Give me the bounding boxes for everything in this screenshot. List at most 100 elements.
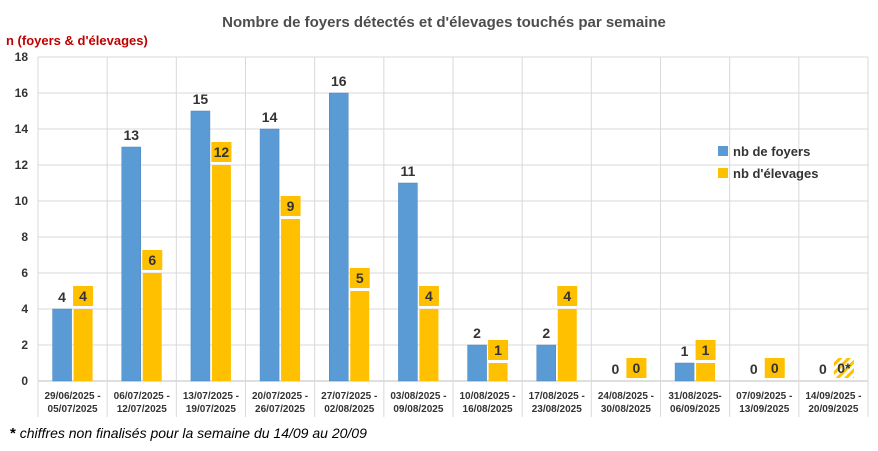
x-tick-label: 23/08/2025 — [532, 404, 582, 415]
x-tick-label: 13/07/2025 - — [183, 391, 239, 402]
data-label-foyers: 13 — [123, 127, 139, 143]
x-tick-label: 20/07/2025 - — [252, 391, 308, 402]
legend-entry: nb d'élevages — [733, 166, 818, 181]
x-tick-label: 24/08/2025 - — [598, 391, 654, 402]
y-tick-label: 10 — [15, 194, 29, 208]
x-tick-label: 03/08/2025 - — [390, 391, 446, 402]
data-label-box-elevages — [73, 286, 94, 306]
data-label-box-elevages — [626, 358, 647, 378]
x-tick-label: 02/08/2025 — [324, 404, 374, 415]
bar-foyers — [52, 308, 72, 382]
data-label-foyers: 0 — [819, 361, 827, 377]
x-tick-label: 09/08/2025 — [393, 404, 443, 415]
bar-elevages — [211, 165, 231, 381]
data-label-foyers: 16 — [331, 73, 347, 89]
bar-elevages — [142, 273, 162, 381]
y-tick-label: 8 — [21, 230, 28, 244]
bar-elevages — [419, 309, 439, 381]
footnote-text: chiffres non finalisés pour la semaine d… — [15, 425, 367, 441]
data-label-elevages: 6 — [148, 252, 156, 268]
data-label-elevages: 4 — [79, 288, 87, 304]
data-label-box-elevages — [211, 142, 232, 162]
footnote: * chiffres non finalisés pour la semaine… — [10, 425, 367, 442]
x-tick-label: 14/09/2025 - — [805, 391, 861, 402]
x-tick-label: 05/07/2025 — [48, 404, 98, 415]
data-label-foyers: 11 — [401, 163, 416, 179]
data-label-box-elevages — [695, 340, 716, 360]
y-tick-label: 6 — [21, 266, 28, 280]
bar-elevages — [696, 363, 716, 381]
data-label-elevages: 1 — [494, 342, 502, 358]
data-label-box-elevages — [418, 286, 439, 306]
bar-foyers — [329, 92, 349, 382]
x-tick-label: 06/09/2025 — [670, 404, 720, 415]
x-tick-label: 07/09/2025 - — [736, 391, 792, 402]
y-tick-label: 14 — [15, 122, 29, 136]
footnote-star: * — [10, 425, 16, 442]
data-label-foyers: 1 — [681, 343, 689, 359]
data-label-elevages: 0 — [771, 360, 779, 376]
legend-entry: nb de foyers — [733, 144, 810, 159]
x-tick-label: 19/07/2025 — [186, 404, 236, 415]
x-tick-label: 17/08/2025 - — [529, 391, 585, 402]
legend-swatch — [718, 168, 728, 178]
bar-elevages — [488, 363, 508, 381]
data-label-box-elevages — [142, 250, 163, 270]
bar-foyers — [121, 146, 141, 382]
bar-foyers — [536, 344, 556, 382]
y-tick-label: 0 — [21, 374, 28, 388]
chart-title: Nombre de foyers détectés et d'élevages … — [222, 14, 666, 31]
x-tick-label: 10/08/2025 - — [459, 391, 515, 402]
data-label-elevages: 9 — [287, 198, 295, 214]
x-tick-label: 16/08/2025 — [463, 404, 513, 415]
x-tick-label: 30/08/2025 — [601, 404, 651, 415]
y-tick-label: 12 — [15, 158, 29, 172]
x-tick-label: 26/07/2025 — [255, 404, 305, 415]
bar-foyers — [259, 128, 280, 382]
bar-elevages — [281, 219, 301, 381]
bar-elevages — [557, 309, 577, 381]
y-tick-label: 18 — [15, 50, 29, 64]
x-axis-ticks: 29/06/2025 - 05/07/2025 06/07/2025 - 12/07/… — [44, 391, 861, 415]
data-label-box-elevages — [557, 286, 578, 306]
data-label-foyers: 0 — [750, 361, 758, 377]
y-axis-ticks: 0 2 4 6 8 10 12 14 16 18 — [15, 50, 29, 388]
legend: nb de foyers nb d'élevages — [718, 144, 818, 181]
data-label-foyers: 0 — [612, 361, 620, 377]
data-label-box-elevages — [833, 358, 854, 378]
data-label-elevages: 1 — [702, 342, 710, 358]
data-label-box-elevages — [488, 340, 509, 360]
bar-foyers — [467, 344, 487, 382]
legend-swatch — [718, 146, 728, 156]
x-tick-label: 20/09/2025 — [808, 404, 858, 415]
data-label-elevages: 0 — [633, 360, 641, 376]
data-label-elevages: 12 — [214, 144, 230, 160]
data-label-elevages: 0* — [837, 360, 851, 376]
y-tick-label: 2 — [21, 338, 28, 352]
data-label-elevages: 5 — [356, 270, 364, 286]
x-tick-label: 13/09/2025 — [739, 404, 789, 415]
data-label-foyers: 4 — [58, 289, 66, 305]
data-label-box-elevages — [349, 268, 370, 288]
y-axis-label: n (foyers & d'élevages) — [6, 33, 148, 48]
gridlines — [37, 56, 869, 417]
data-label-box-elevages — [764, 358, 785, 378]
y-tick-label: 4 — [21, 302, 28, 316]
x-tick-label: 06/07/2025 - — [114, 391, 170, 402]
bar-foyers — [674, 362, 695, 382]
data-label-box-elevages — [280, 196, 301, 216]
x-tick-label: 12/07/2025 — [117, 404, 167, 415]
bar-foyers — [190, 110, 211, 382]
x-tick-label: 31/08/2025- — [668, 391, 721, 402]
data-label-foyers: 2 — [473, 325, 481, 341]
data-label-foyers: 14 — [262, 109, 278, 125]
x-tick-label: 27/07/2025 - — [321, 391, 377, 402]
data-label-elevages: 4 — [563, 288, 571, 304]
x-tick-label: 29/06/2025 - — [44, 391, 100, 402]
y-tick-label: 16 — [15, 86, 29, 100]
data-label-foyers: 15 — [193, 91, 209, 107]
bar-foyers — [398, 182, 418, 382]
bar-elevages — [350, 291, 370, 381]
